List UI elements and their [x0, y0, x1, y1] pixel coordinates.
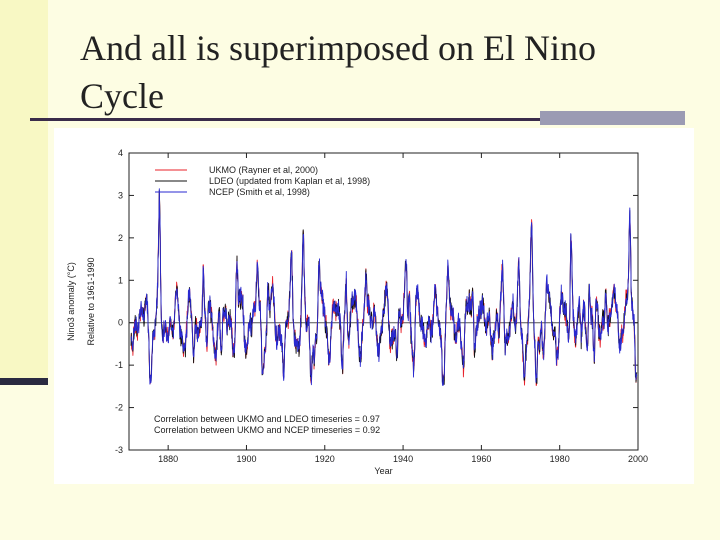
y-tick-label: 0 — [118, 318, 123, 328]
y-tick-label: 4 — [118, 148, 123, 158]
x-tick-label: 1880 — [158, 454, 178, 464]
y-axis-label: Nino3 anomaly (°C) — [66, 262, 76, 341]
chart-panel: -3 -2 -1 0 1 2 3 4 1880 1900 1920 1940 1960 1980 2000 Y… — [54, 128, 694, 484]
slide-title: And all is superimposed on El Nino Cycle — [80, 24, 680, 120]
slide-title-line-2: Cycle — [80, 76, 164, 116]
plot-frame — [128, 152, 639, 451]
y-tick-label: 2 — [118, 233, 123, 243]
y-axis-label-secondary: Relative to 1961-1990 — [86, 257, 96, 345]
series-line-2 — [130, 188, 638, 386]
title-divider-accent — [540, 111, 685, 125]
x-tick-label: 1980 — [550, 454, 570, 464]
correlation-annotation-1: Correlation between UKMO and NCEP timese… — [154, 425, 380, 435]
slide-title-line-1: And all is superimposed on El Nino — [80, 28, 596, 68]
legend-label-1: LDEO (updated from Kaplan et al, 1998) — [209, 176, 370, 186]
x-tick-label: 1900 — [236, 454, 256, 464]
title-divider — [30, 118, 685, 121]
y-tick-label: 1 — [118, 275, 123, 285]
y-tick-label: -3 — [115, 445, 123, 455]
x-tick-label: 1960 — [471, 454, 491, 464]
y-tick-label: -1 — [115, 360, 123, 370]
correlation-annotation-0: Correlation between UKMO and LDEO timese… — [154, 414, 380, 424]
y-tick-label: 3 — [118, 190, 123, 200]
x-tick-label: 1940 — [393, 454, 413, 464]
legend-label-0: UKMO (Rayner et al, 2000) — [209, 165, 318, 175]
legend-label-2: NCEP (Smith et al, 1998) — [209, 187, 310, 197]
x-axis-label: Year — [374, 466, 392, 476]
x-tick-label: 1920 — [315, 454, 335, 464]
left-accent-stripe — [0, 378, 48, 385]
x-tick-label: 2000 — [628, 454, 648, 464]
y-tick-label: -2 — [115, 403, 123, 413]
nino3-chart: -3 -2 -1 0 1 2 3 4 1880 1900 1920 1940 1960 1980 2000 Y… — [66, 148, 648, 476]
left-accent-bar — [0, 0, 48, 385]
